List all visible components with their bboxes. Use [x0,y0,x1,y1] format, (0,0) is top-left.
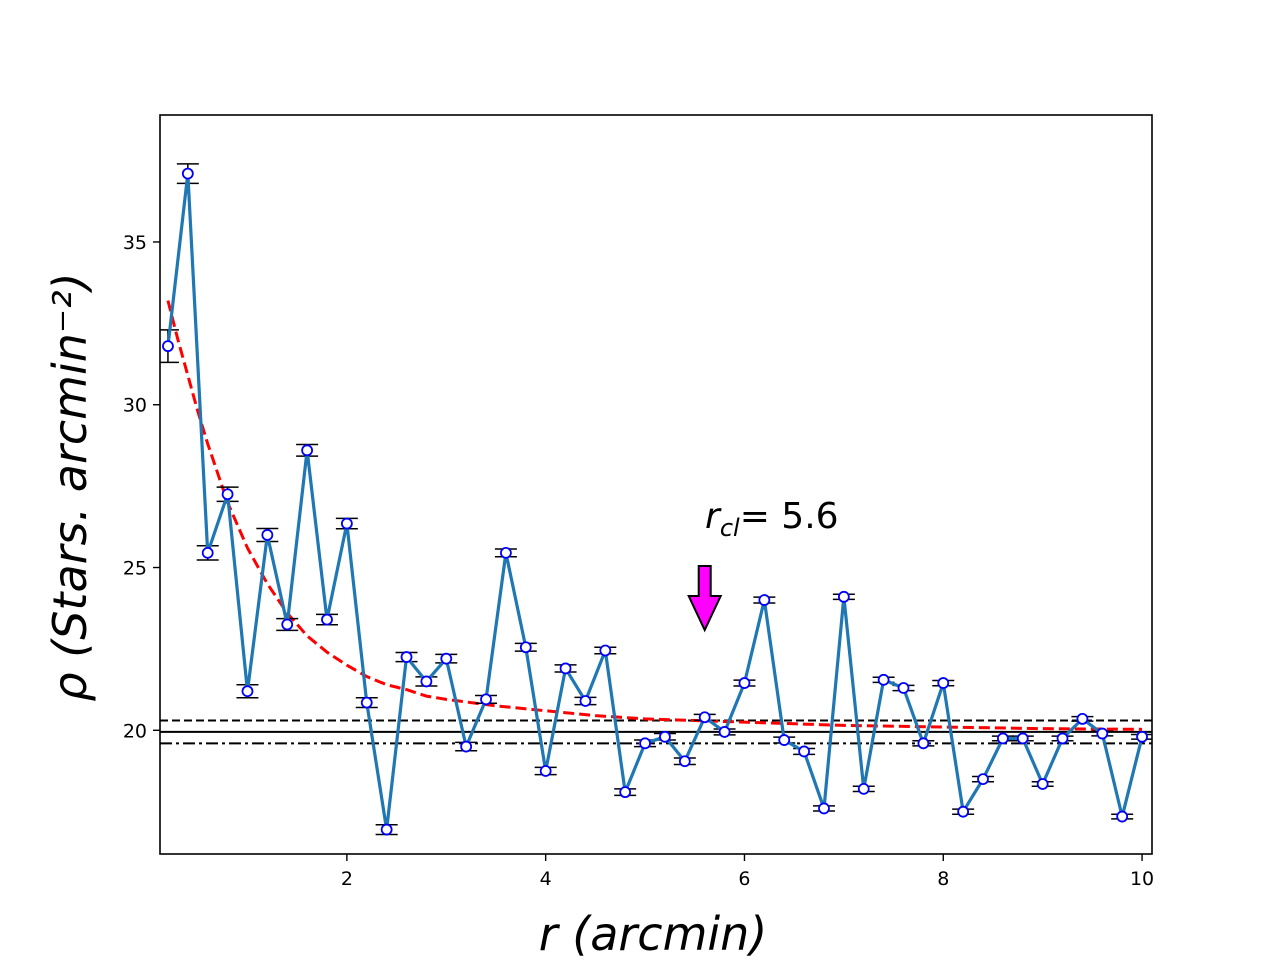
data-point [917,737,930,750]
cluster-radius-annotation: rcl= 5.6 [687,496,839,633]
data-point [519,641,532,654]
plot-inner [160,163,1152,836]
data-point [380,823,393,836]
data-point [997,732,1009,745]
x-axis-label: r (arcmin) [539,907,768,960]
axes-frame [159,114,1153,855]
data-point [857,782,870,795]
data-point [698,711,711,724]
data-point [1116,810,1129,823]
cluster-radius-subscript: cl [720,514,740,542]
x-tick-label: 10 [1130,868,1154,890]
data-point [738,677,751,689]
data-point [500,546,512,559]
y-tick-label: 25 [123,558,147,580]
cluster-radius-label: rcl= 5.6 [705,496,839,542]
x-tick-label: 4 [540,868,552,890]
data-point [360,696,373,709]
data-point [619,786,632,799]
data-point [758,594,771,606]
data-point [400,651,413,663]
data-point [281,618,294,631]
data-point [201,546,214,559]
data-point [579,695,592,707]
y-axis-label: ρ (Stars. arcmin⁻²) [43,272,97,701]
data-point [539,765,552,777]
cluster-radius-symbol: r [705,496,722,537]
cluster-radius-arrow [687,565,723,633]
cluster-radius-value: = 5.6 [740,496,839,537]
y-tick-label: 20 [123,720,147,742]
data-point [1136,730,1148,743]
data-point [659,730,671,743]
data-point [837,590,850,603]
data-point [1056,732,1069,745]
data-point [480,693,492,706]
density-profile-line [166,171,1144,832]
data-point [181,167,194,180]
data-point [778,734,791,746]
data-point [460,740,473,753]
data-point [957,805,970,818]
x-tick-label: 6 [738,868,750,890]
data-point [937,677,950,689]
x-tick-label: 8 [937,868,949,890]
data-point [241,685,254,698]
data-point [897,682,910,694]
plot-area [159,114,1153,855]
data-point [261,529,274,541]
data-point [559,662,572,675]
x-tick-label: 2 [341,868,353,890]
data-point [977,773,989,786]
data-point [877,673,890,686]
data-point [599,644,612,657]
data-point [321,613,333,626]
data-point [678,755,691,768]
data-point [798,745,811,758]
data-point [340,517,353,530]
y-tick-label: 35 [123,232,147,254]
data-point [818,802,830,815]
data-point [1096,727,1109,740]
axis-ticks: 2 4 6 8 10 20 25 30 35 [123,232,1154,890]
data-point [440,652,453,665]
data-point [1036,778,1049,790]
y-tick-label: 30 [123,395,147,417]
data-point [162,340,174,353]
data-point [718,726,731,738]
data-point [1076,712,1089,725]
data-point [639,737,651,750]
data-point [420,675,433,688]
data-point [1016,732,1029,745]
data-point [221,488,234,501]
data-point [301,444,314,457]
